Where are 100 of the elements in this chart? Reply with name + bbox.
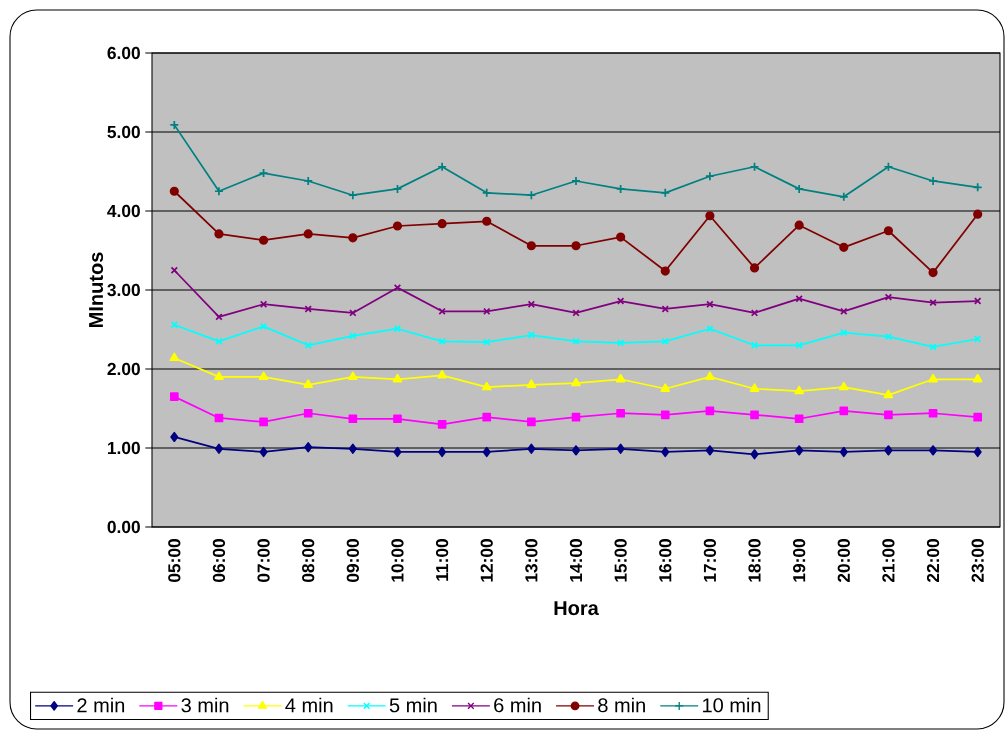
point — [349, 332, 357, 340]
point — [795, 341, 803, 349]
x-tick-label: 06:00 — [212, 539, 226, 583]
point — [794, 220, 804, 230]
point — [169, 392, 179, 401]
y-tick-label: 3.00 — [107, 283, 140, 297]
point — [571, 241, 581, 251]
point — [840, 328, 848, 337]
point — [705, 171, 715, 182]
point — [527, 417, 536, 427]
legend-label: 8 min — [598, 697, 645, 713]
point — [840, 307, 848, 316]
x-tick-label: 08:00 — [302, 539, 315, 583]
point — [706, 325, 714, 333]
point — [393, 283, 402, 292]
x-tick-label: 21:00 — [882, 539, 895, 583]
point — [839, 406, 849, 416]
x-tick-label: 10:00 — [391, 539, 404, 582]
point — [214, 229, 224, 239]
point — [483, 338, 491, 346]
point — [303, 408, 313, 418]
point — [928, 445, 938, 456]
point — [928, 408, 938, 418]
point — [660, 410, 670, 420]
x-tick-label: 17:00 — [703, 539, 717, 582]
point — [749, 383, 760, 392]
x-tick-label: 12:00 — [480, 539, 493, 582]
point — [303, 379, 314, 388]
point — [258, 235, 269, 245]
x-tick-label: 23:00 — [971, 539, 984, 583]
point — [705, 371, 715, 381]
point — [527, 300, 536, 308]
x-tick-label: 18:00 — [748, 539, 761, 582]
point — [661, 337, 669, 346]
point — [304, 341, 312, 349]
point — [393, 446, 402, 458]
point — [616, 408, 625, 418]
point — [571, 412, 581, 422]
point — [884, 332, 893, 341]
x-axis-title: Hora — [554, 601, 599, 616]
point — [750, 449, 759, 460]
point — [348, 414, 358, 424]
legend-label: 3 min — [181, 697, 229, 713]
point — [483, 307, 491, 316]
point — [393, 414, 402, 424]
point — [437, 369, 447, 379]
point — [526, 241, 536, 251]
x-tick-label: 14:00 — [569, 539, 583, 582]
y-axis-title: MInutos — [89, 252, 104, 327]
point — [928, 373, 938, 383]
legend-label: 10 min — [703, 697, 761, 713]
point — [392, 373, 403, 383]
point — [481, 381, 492, 391]
y-tick-label: 1.00 — [107, 441, 140, 455]
point — [883, 389, 894, 399]
x-tick-label: 11:00 — [435, 539, 449, 581]
point — [972, 373, 983, 383]
point — [438, 446, 447, 458]
legend-label: 6 min — [494, 697, 541, 713]
point — [839, 446, 848, 458]
y-tick-label: 6.00 — [107, 46, 140, 60]
point — [571, 445, 581, 456]
point — [437, 219, 447, 229]
point — [705, 445, 714, 456]
point — [170, 431, 179, 443]
point — [482, 446, 491, 458]
point — [214, 186, 224, 197]
legend-label: 2 min — [77, 697, 125, 713]
point — [973, 209, 983, 219]
point — [660, 383, 671, 392]
point — [437, 419, 447, 429]
point — [348, 443, 357, 454]
x-tick-label: 22:00 — [926, 539, 940, 583]
x-tick-label: 20:00 — [837, 539, 850, 583]
x-tick-label: 05:00 — [168, 539, 181, 583]
point — [482, 216, 492, 226]
point — [259, 417, 268, 427]
point — [794, 385, 804, 395]
x-tick-label: 09:00 — [346, 539, 359, 583]
point — [259, 300, 268, 308]
point — [794, 184, 805, 194]
point — [973, 412, 983, 422]
x-tick-label: 13:00 — [525, 539, 538, 582]
point — [169, 120, 180, 130]
point — [214, 443, 224, 454]
point — [437, 161, 447, 172]
point — [527, 443, 536, 454]
point — [481, 187, 492, 198]
point — [214, 371, 224, 381]
x-tick-label: 15:00 — [614, 539, 627, 582]
point — [615, 373, 626, 383]
point — [303, 176, 314, 186]
point — [304, 442, 313, 453]
point — [616, 232, 626, 242]
point — [258, 371, 269, 381]
point — [572, 309, 580, 317]
point — [929, 343, 937, 351]
point — [526, 379, 537, 388]
point — [883, 226, 894, 236]
y-tick-label: 4.00 — [107, 204, 140, 218]
